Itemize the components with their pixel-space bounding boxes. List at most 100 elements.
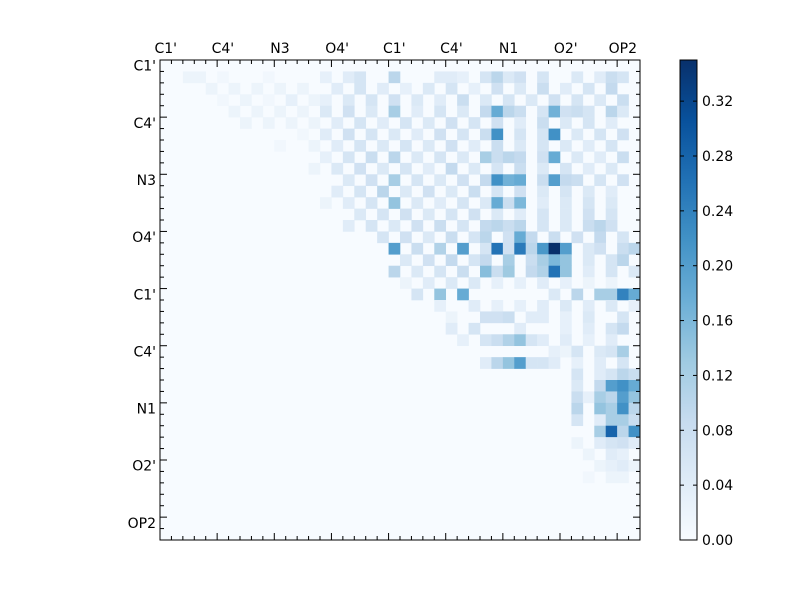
heatmap-cell: [537, 242, 549, 255]
heatmap-cell: [571, 414, 584, 427]
heatmap-cell: [308, 162, 321, 175]
heatmap-cell: [628, 460, 641, 472]
heatmap-cell: [434, 71, 447, 84]
heatmap-cell: [560, 220, 572, 232]
heatmap-cell: [491, 185, 504, 198]
heatmap-cell: [457, 197, 469, 209]
heatmap-cell: [617, 288, 629, 301]
heatmap-cell: [582, 105, 595, 118]
heatmap-cell: [445, 231, 458, 244]
heatmap-cell: [605, 288, 618, 301]
heatmap-cell: [560, 140, 572, 152]
heatmap-cell: [262, 94, 275, 107]
heatmap-cell: [548, 151, 561, 164]
y-tick-label: C1': [133, 287, 156, 303]
heatmap-cell: [605, 105, 618, 118]
heatmap-cell: [377, 231, 389, 244]
heatmap-cell: [342, 128, 355, 141]
heatmap-cell: [480, 71, 492, 84]
heatmap-cell: [457, 174, 469, 187]
heatmap-cell: [434, 242, 447, 255]
heatmap-cell: [560, 174, 572, 187]
heatmap-cell: [411, 94, 424, 107]
heatmap-cell: [502, 220, 515, 232]
heatmap-cell: [594, 220, 607, 232]
heatmap-cell: [480, 242, 492, 255]
heatmap-cell: [571, 94, 584, 107]
heatmap-cell: [422, 140, 435, 152]
heatmap-cell: [388, 265, 401, 278]
heatmap-cell: [617, 425, 629, 438]
heatmap-cell: [388, 105, 401, 118]
heatmap-cell: [342, 151, 355, 164]
heatmap-cell: [411, 288, 424, 301]
heatmap-cell: [365, 94, 378, 107]
heatmap-cell: [628, 402, 641, 415]
heatmap-cell: [605, 162, 618, 175]
heatmap-cell: [434, 300, 447, 312]
heatmap-cell: [514, 128, 527, 141]
heatmap-cell: [342, 105, 355, 118]
heatmap-cell: [571, 437, 584, 449]
heatmap-cell: [274, 140, 287, 152]
heatmap-cell: [537, 117, 549, 129]
heatmap-cell: [285, 117, 298, 129]
heatmap-cell: [548, 128, 561, 141]
heatmap-cell: [537, 220, 549, 232]
heatmap-cell: [502, 197, 515, 209]
heatmap-cell: [514, 197, 527, 209]
heatmap-cell: [480, 254, 492, 267]
heatmap-cell: [582, 208, 595, 221]
heatmap-cell: [502, 311, 515, 324]
heatmap-cell: [617, 437, 629, 449]
heatmap-cell: [537, 357, 549, 369]
heatmap-cell: [605, 82, 618, 95]
heatmap-cell: [571, 71, 584, 84]
heatmap-cell: [617, 380, 629, 392]
heatmap-cell: [331, 140, 344, 152]
heatmap-cell: [205, 82, 218, 95]
y-tick-label: O4': [132, 230, 156, 246]
heatmap-cell: [502, 334, 515, 347]
heatmap-cell: [582, 322, 595, 335]
heatmap-cell: [605, 437, 618, 449]
heatmap-cell: [240, 117, 252, 129]
heatmap-cell: [571, 128, 584, 141]
heatmap-cell: [514, 300, 527, 312]
heatmap-cell: [514, 334, 527, 347]
heatmap-cell: [480, 357, 492, 369]
heatmap-cell: [537, 208, 549, 221]
heatmap-cell: [582, 254, 595, 267]
heatmap-cell: [617, 128, 629, 141]
heatmap-cell: [457, 265, 469, 278]
x-tick-label: O4': [325, 41, 349, 57]
heatmap-cell: [434, 197, 447, 209]
heatmap-cell: [537, 105, 549, 118]
heatmap-cell: [491, 117, 504, 129]
heatmap-cell: [445, 185, 458, 198]
heatmap-cell: [605, 402, 618, 415]
heatmap-cell: [560, 311, 572, 324]
heatmap-cell: [582, 391, 595, 404]
colorbar-tick-label: 0.28: [702, 149, 733, 165]
heatmap-cell: [537, 71, 549, 84]
heatmap-cell: [262, 117, 275, 129]
heatmap-cell: [400, 185, 412, 198]
heatmap-cell: [605, 448, 618, 461]
heatmap-cell: [594, 94, 607, 107]
heatmap-cell: [525, 231, 538, 244]
heatmap-cell: [320, 151, 332, 164]
heatmap-cell: [514, 220, 527, 232]
heatmap-cell: [628, 300, 641, 312]
heatmap-cell: [560, 300, 572, 312]
heatmap-cell: [605, 71, 618, 84]
heatmap-cell: [457, 71, 469, 84]
heatmap-cell: [537, 151, 549, 164]
heatmap-cell: [468, 254, 481, 267]
heatmap-cell: [491, 82, 504, 95]
heatmap-cell: [560, 162, 572, 175]
heatmap-cell: [365, 197, 378, 209]
heatmap-cell: [514, 242, 527, 255]
colorbar-ticks: [680, 100, 697, 541]
heatmap-cell: [571, 380, 584, 392]
